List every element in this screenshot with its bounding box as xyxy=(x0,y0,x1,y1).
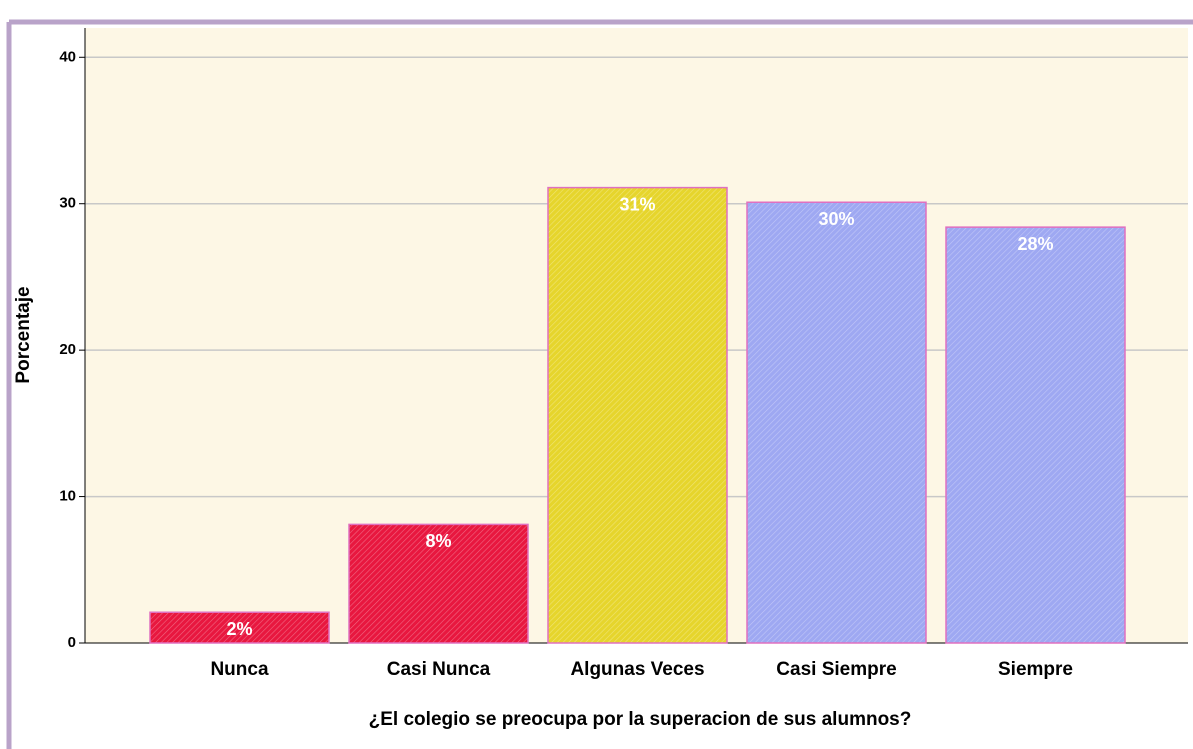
bar xyxy=(547,186,728,644)
bar xyxy=(945,226,1126,644)
data-label: 28% xyxy=(1017,234,1053,254)
x-tick-label: Nunca xyxy=(210,659,269,680)
bar xyxy=(746,201,927,644)
y-tick-label: 30 xyxy=(59,195,76,212)
bar xyxy=(348,523,529,644)
y-axis-label: Porcentaje xyxy=(13,286,34,383)
x-tick-label: Algunas Veces xyxy=(570,659,704,680)
data-label: 2% xyxy=(226,619,252,639)
y-tick-label: 0 xyxy=(68,634,76,651)
x-tick-label: Casi Nunca xyxy=(387,659,491,680)
x-tick-label: Casi Siempre xyxy=(776,659,896,680)
x-axis-label: ¿El colegio se preocupa por la superacio… xyxy=(369,709,912,730)
data-label: 31% xyxy=(619,194,655,214)
data-label: 30% xyxy=(818,209,854,229)
y-tick-label: 40 xyxy=(59,48,76,65)
bar xyxy=(149,611,330,644)
y-tick-label: 10 xyxy=(59,488,76,505)
x-tick-label: Siempre xyxy=(998,659,1073,680)
y-tick-label: 20 xyxy=(59,341,76,358)
data-label: 8% xyxy=(425,531,451,551)
